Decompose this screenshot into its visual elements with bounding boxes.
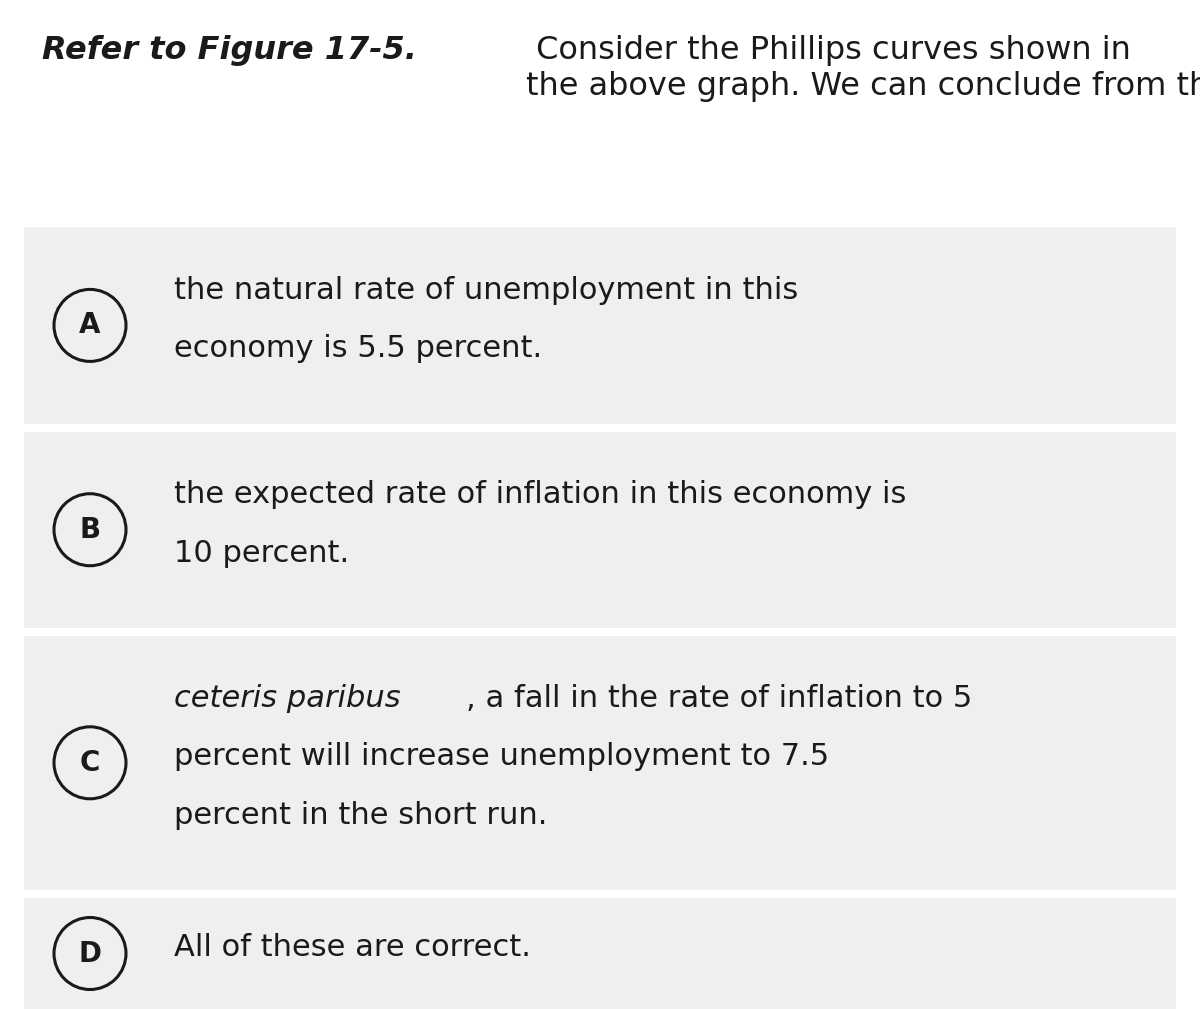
Text: C: C bbox=[80, 749, 100, 777]
FancyBboxPatch shape bbox=[24, 636, 1176, 890]
Text: D: D bbox=[78, 939, 102, 968]
Text: ceteris paribus: ceteris paribus bbox=[174, 684, 401, 712]
FancyBboxPatch shape bbox=[24, 227, 1176, 424]
Text: B: B bbox=[79, 516, 101, 544]
Text: Consider the Phillips curves shown in
the above graph. We can conclude from this: Consider the Phillips curves shown in th… bbox=[526, 35, 1200, 102]
Text: Refer to Figure 17-5.: Refer to Figure 17-5. bbox=[42, 35, 416, 67]
Text: the natural rate of unemployment in this: the natural rate of unemployment in this bbox=[174, 275, 798, 305]
Text: All of these are correct.: All of these are correct. bbox=[174, 933, 530, 962]
Text: economy is 5.5 percent.: economy is 5.5 percent. bbox=[174, 334, 542, 363]
Text: 10 percent.: 10 percent. bbox=[174, 539, 349, 567]
Text: percent in the short run.: percent in the short run. bbox=[174, 801, 547, 829]
FancyBboxPatch shape bbox=[24, 432, 1176, 628]
Text: the expected rate of inflation in this economy is: the expected rate of inflation in this e… bbox=[174, 480, 906, 509]
Text: percent will increase unemployment to 7.5: percent will increase unemployment to 7.… bbox=[174, 743, 829, 771]
FancyBboxPatch shape bbox=[24, 898, 1176, 1009]
Text: , a fall in the rate of inflation to 5: , a fall in the rate of inflation to 5 bbox=[467, 684, 973, 712]
Text: A: A bbox=[79, 312, 101, 339]
